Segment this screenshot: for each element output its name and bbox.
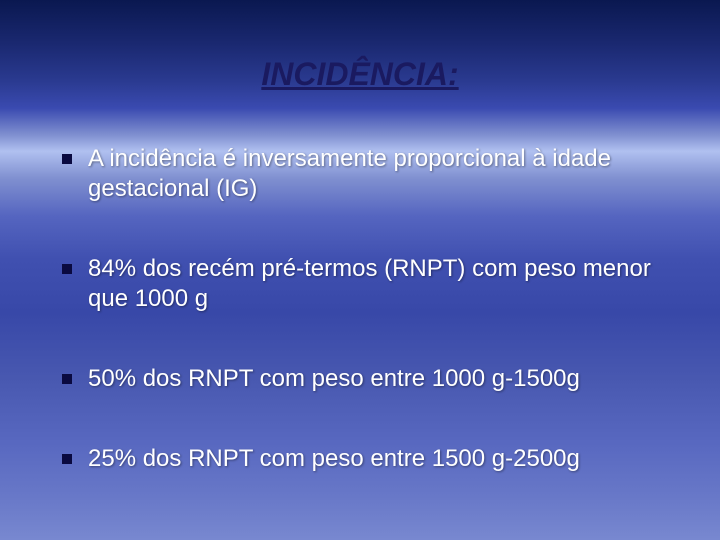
list-item: 25% dos RNPT com peso entre 1500 g-2500g [62, 444, 670, 474]
bullet-square-icon [62, 374, 72, 384]
slide-title: INCIDÊNCIA: [0, 56, 720, 93]
list-item: A incidência é inversamente proporcional… [62, 144, 670, 204]
bullet-text: 50% dos RNPT com peso entre 1000 g-1500g [88, 364, 670, 394]
bullet-square-icon [62, 154, 72, 164]
bullet-list: A incidência é inversamente proporcional… [62, 144, 670, 474]
bullet-square-icon [62, 264, 72, 274]
slide: INCIDÊNCIA: A incidência é inversamente … [0, 0, 720, 540]
bullet-text: 84% dos recém pré-termos (RNPT) com peso… [88, 254, 670, 314]
bullet-text: 25% dos RNPT com peso entre 1500 g-2500g [88, 444, 670, 474]
bullet-text: A incidência é inversamente proporcional… [88, 144, 670, 204]
list-item: 50% dos RNPT com peso entre 1000 g-1500g [62, 364, 670, 394]
bullet-square-icon [62, 454, 72, 464]
list-item: 84% dos recém pré-termos (RNPT) com peso… [62, 254, 670, 314]
